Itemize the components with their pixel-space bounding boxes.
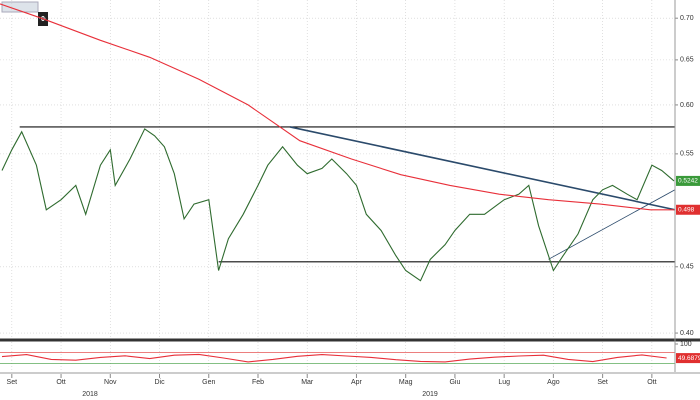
x-tick-label: Mag [399, 379, 413, 386]
price-tag: 49.6879 [678, 355, 700, 362]
series-line [1, 128, 675, 282]
x-tick-label: Set [7, 379, 18, 386]
y-tick-label: 100 [680, 341, 692, 348]
y-tick-label: 0.70 [680, 15, 694, 22]
price-tag: 0.5242 [678, 178, 698, 185]
year-label: 2018 [82, 391, 98, 398]
toolbar-buttons[interactable] [1, 1, 39, 13]
price-tag-box [676, 175, 700, 186]
x-tick-label: Giu [449, 379, 460, 386]
x-tick-label: Nov [104, 379, 117, 386]
y-tick-label: 0.45 [680, 264, 694, 271]
x-tick-label: Mar [301, 379, 314, 386]
series-line [1, 353, 667, 363]
y-tick-label: 0.40 [680, 330, 694, 337]
price-tag-box [676, 353, 700, 364]
x-tick-label: Lug [498, 379, 510, 386]
price-tag: 0.498 [678, 206, 695, 213]
y-tick-label: 0.60 [680, 102, 694, 109]
x-tick-label: Ott [647, 379, 656, 386]
x-tick-label: Feb [252, 379, 264, 386]
y-tick-label: 0.55 [680, 151, 694, 158]
y-tick-label: 0.65 [680, 57, 694, 64]
trendline [548, 189, 676, 260]
x-tick-label: Set [597, 379, 608, 386]
x-tick-label: Dic [154, 379, 165, 386]
price-tag-box [676, 204, 700, 215]
x-tick-label: Ott [56, 379, 65, 386]
x-tick-label: Ago [547, 379, 560, 386]
x-tick-label: Apr [351, 379, 363, 386]
year-label: 2019 [422, 391, 438, 398]
x-tick-label: Gen [202, 379, 215, 386]
trendline [289, 126, 676, 211]
series-line [0, 3, 675, 211]
